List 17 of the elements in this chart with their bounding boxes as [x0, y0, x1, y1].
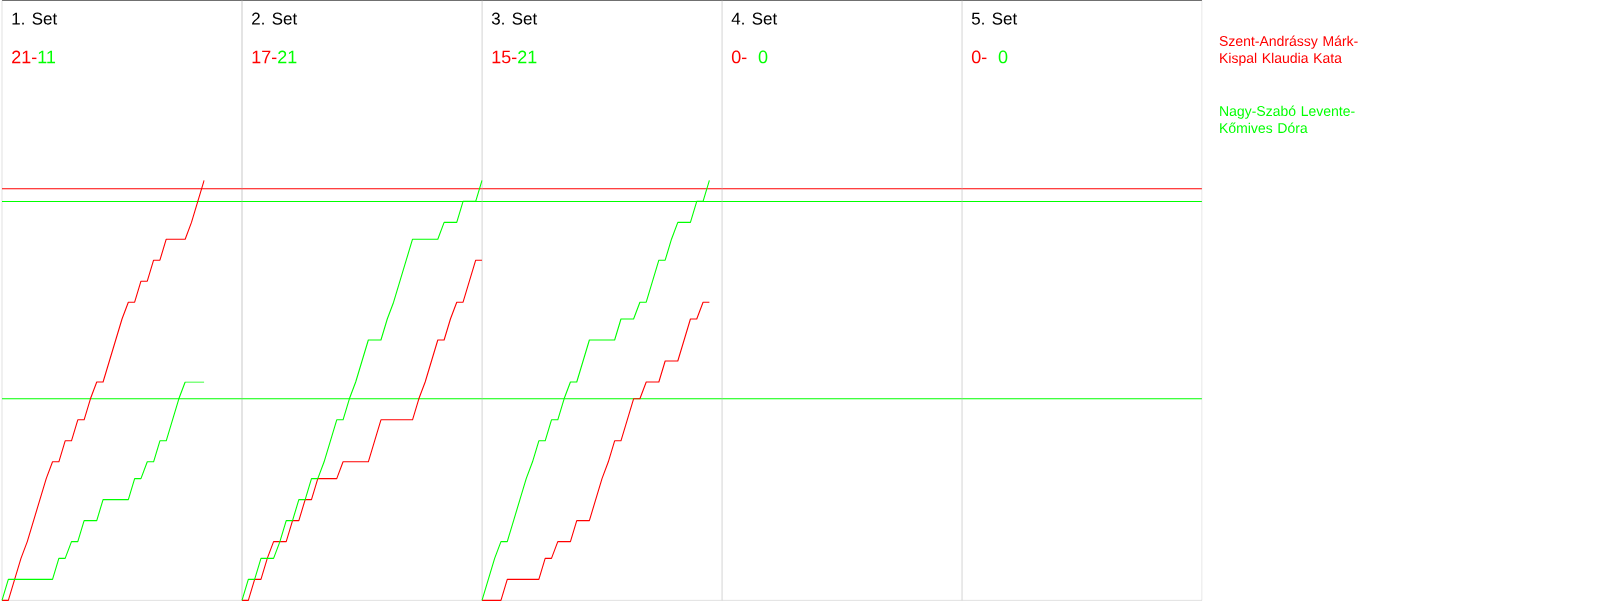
- text: Szent-Andrássy Márk-Kispal Klaudia Kata: [1219, 35, 1358, 66]
- text: 4. Set: [731, 12, 778, 25]
- text: Nagy-Szabó Levente-Kőmives Dóra: [1220, 105, 1355, 134]
- chart-title: 1. Set: [12, 12, 58, 25]
- text: 0: [758, 50, 768, 64]
- text: 21-: [12, 50, 37, 64]
- chart-title: 2. Set: [252, 12, 298, 25]
- text: 17-: [252, 50, 277, 64]
- chart-title: 3. Set: [491, 12, 538, 25]
- text: 0: [998, 50, 1008, 64]
- text: 0-: [731, 50, 747, 64]
- text: 11: [38, 50, 56, 64]
- text: 0-: [971, 50, 987, 64]
- text: 5. Set: [971, 12, 1018, 25]
- text: 21: [278, 50, 297, 64]
- text: 21: [518, 50, 537, 64]
- text: 15-: [492, 50, 517, 64]
